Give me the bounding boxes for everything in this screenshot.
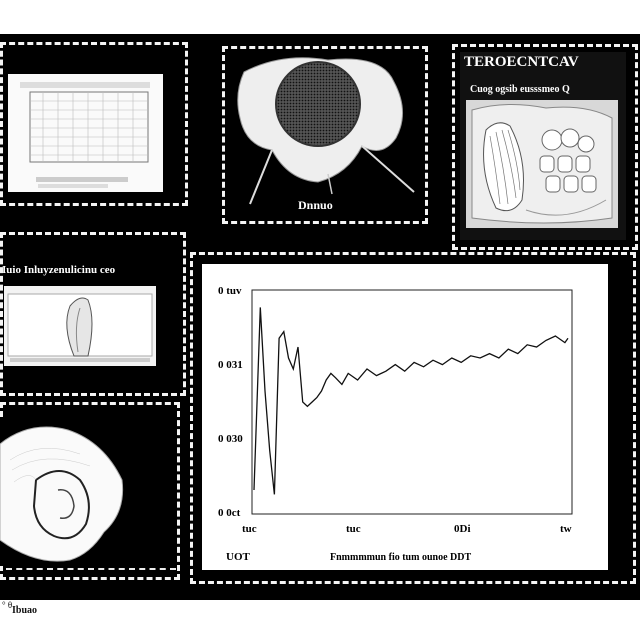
- frame-top-left: [0, 42, 188, 206]
- series-line: [253, 307, 569, 495]
- grid-thumbnail-panel: [8, 74, 163, 192]
- x-tick-label: 0Di: [454, 523, 471, 535]
- y-tick-label: 0 0ct: [218, 507, 241, 519]
- footer-mark: ° θ: [2, 600, 13, 610]
- grid-thumbnail: [8, 74, 163, 192]
- y-tick-label: 0 tuv: [218, 285, 242, 297]
- frame-top-center: [222, 46, 428, 224]
- plot-area: [251, 289, 573, 515]
- frame-mid-left: [0, 232, 186, 396]
- anatomy-panel: TEROECNTCAV Cuog ogsib eusssmeo Q: [460, 52, 626, 240]
- specimen-illustration: [237, 57, 415, 205]
- specimen-caption: Dnnuo: [298, 198, 333, 212]
- frame-top-right: [452, 44, 638, 250]
- mid-left-caption: Iuio Inluyzenulicinu ceo: [2, 264, 116, 276]
- ear-rule: [6, 568, 176, 574]
- anatomy-title: TEROECNTCAV: [464, 54, 579, 70]
- ear-illustration: [0, 426, 124, 562]
- anatomy-illustration: [466, 100, 618, 228]
- x-tick-label: tw: [560, 523, 572, 535]
- chart-panel: 0 tuv 0 031 0 030 0 0ct tuc tuc 0Di tw U…: [202, 264, 608, 570]
- ear-panel: [0, 420, 126, 566]
- x-axis-label: Fnmmmmun fio tum ounoe DDT: [330, 552, 471, 563]
- anatomy-subtitle: Cuog ogsib eusssmeo Q: [470, 84, 570, 95]
- y-tick-label: 0 031: [218, 359, 243, 371]
- y-tick-label: 0 030: [218, 433, 243, 445]
- tooth-panel: [4, 286, 156, 366]
- series-group: [253, 307, 569, 495]
- tooth-illustration: [4, 286, 156, 366]
- footer-text: Ibuao: [12, 605, 38, 616]
- frame-chart: [190, 252, 636, 584]
- x-tick-label: tuc: [242, 523, 257, 535]
- specimen-panel: Dnnuo: [232, 54, 416, 214]
- x-tick-label: tuc: [346, 523, 361, 535]
- footer: [0, 600, 640, 640]
- corner-label: UOT: [226, 551, 251, 563]
- line-chart: 0 tuv 0 031 0 030 0 0ct tuc tuc 0Di tw U…: [218, 285, 573, 563]
